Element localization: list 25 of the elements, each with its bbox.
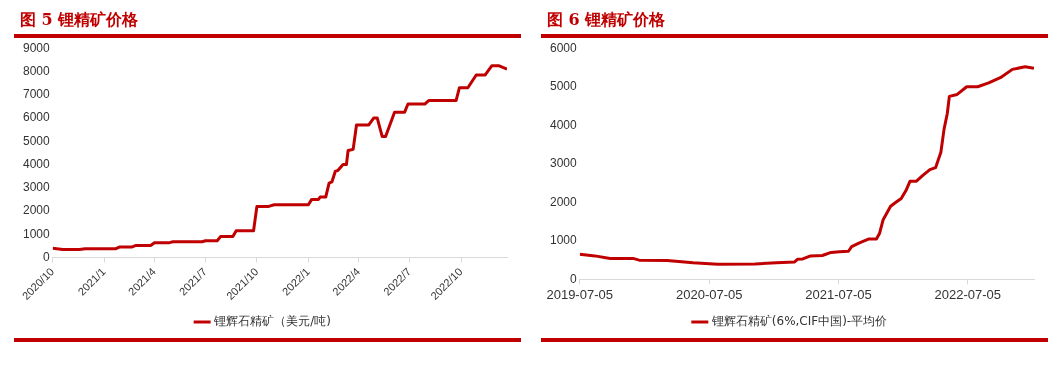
y-tick-label: 8000 <box>22 63 51 78</box>
y-tick-label: 1000 <box>549 233 578 248</box>
y-tick-label: 6000 <box>22 110 51 125</box>
y-tick-label: 3000 <box>549 156 578 171</box>
x-tick-label: 2020-07-05 <box>676 286 743 302</box>
y-tick-label: 0 <box>570 271 578 286</box>
y-tick-label: 1000 <box>22 226 51 241</box>
y-tick-label: 9000 <box>22 40 51 55</box>
legend-label: 锂辉石精矿（美元/吨) <box>213 314 331 329</box>
y-tick-label: 3000 <box>22 180 51 195</box>
y-tick-label: 4000 <box>549 117 578 132</box>
chart-title: 图 5 锂精矿价格 <box>14 6 521 38</box>
y-tick-label: 0 <box>43 249 51 264</box>
y-tick-label: 2000 <box>22 203 51 218</box>
legend-label: 锂辉石精矿(6%,CIF中国)-平均价 <box>710 314 888 329</box>
x-tick-label: 2019-07-05 <box>546 286 613 302</box>
y-tick-label: 2000 <box>549 194 578 209</box>
y-tick-label: 4000 <box>22 156 51 171</box>
y-tick-label: 6000 <box>549 40 578 55</box>
x-tick-label: 2022-07-05 <box>934 286 1002 302</box>
chart-title: 图 6 锂精矿价格 <box>541 6 1048 38</box>
y-tick-label: 7000 <box>22 87 51 102</box>
y-tick-label: 5000 <box>549 79 578 94</box>
x-tick-label: 2021-07-05 <box>805 286 872 302</box>
y-tick-label: 5000 <box>22 133 51 148</box>
